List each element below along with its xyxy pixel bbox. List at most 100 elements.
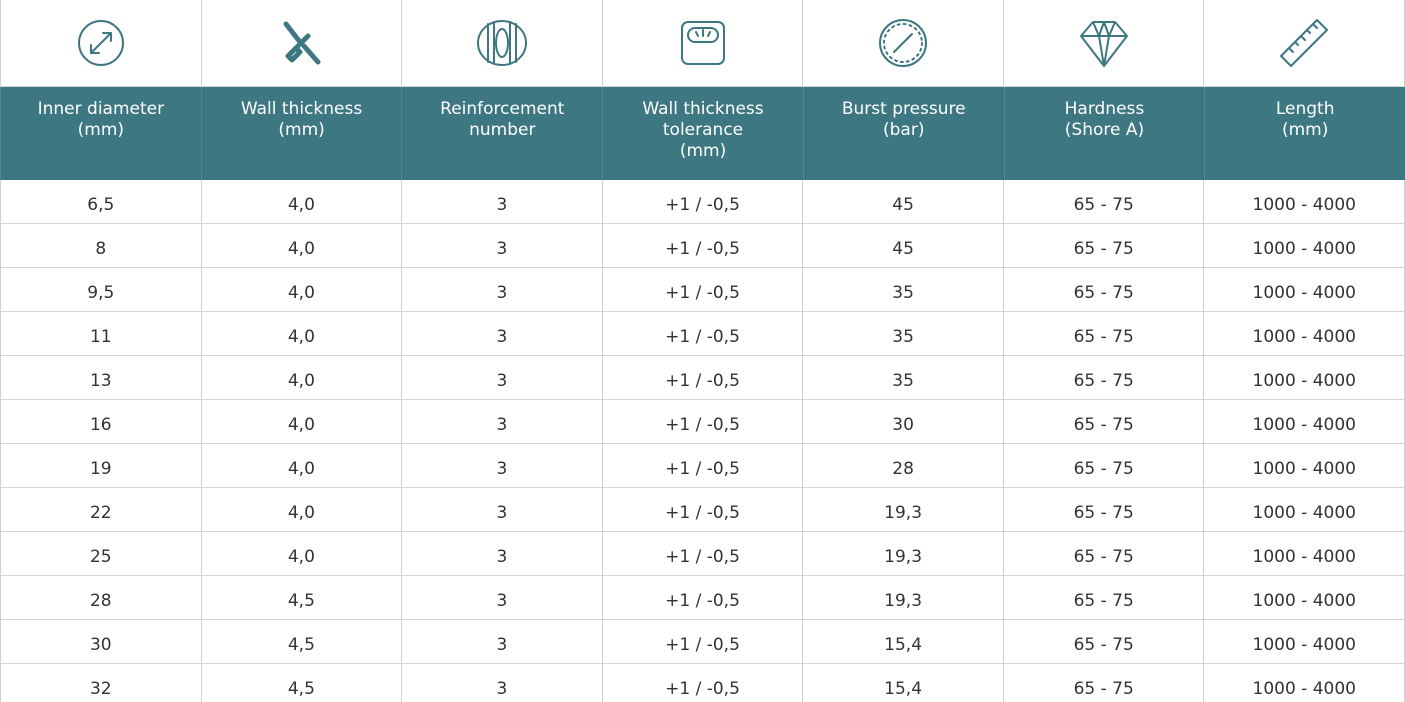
table-cell: 1000 - 4000: [1203, 532, 1405, 575]
table-cell: 1000 - 4000: [1203, 488, 1405, 531]
table-row: 28 4,5 3 +1 / -0,5 19,3 65 - 75 1000 - 4000: [0, 576, 1405, 620]
table-row: 6,5 4,0 3 +1 / -0,5 45 65 - 75 1000 - 4000: [0, 180, 1405, 224]
table-cell: 45: [802, 224, 1003, 267]
table-cell: 3: [401, 664, 602, 702]
table-cell: 35: [802, 312, 1003, 355]
table-cell: 3: [401, 268, 602, 311]
table-cell: 65 - 75: [1002, 488, 1204, 531]
header-line: Reinforcement: [440, 99, 565, 119]
diameter-icon: [0, 0, 201, 86]
table-cell: 4,5: [200, 620, 402, 663]
table-cell: 4,0: [200, 532, 402, 575]
table-cell: 1000 - 4000: [1203, 268, 1405, 311]
diamond-icon: [1002, 0, 1204, 86]
table-cell: +1 / -0,5: [601, 400, 803, 443]
header-line: Inner diameter: [37, 99, 165, 119]
table-cell: 1000 - 4000: [1203, 312, 1405, 355]
header-line: (mm): [1281, 120, 1329, 140]
table-cell: 65 - 75: [1002, 664, 1204, 702]
table-cell: 35: [802, 268, 1003, 311]
table-cell: 11: [0, 312, 201, 355]
header-line: (mm): [278, 120, 325, 140]
table-cell: 3: [401, 620, 602, 663]
header-row: Inner diameter (mm) Wall thickness (mm) Rein…: [0, 87, 1405, 180]
table-cell: +1 / -0,5: [601, 180, 803, 223]
table-cell: 1000 - 4000: [1203, 356, 1405, 399]
table-cell: 4,0: [200, 268, 402, 311]
table-cell: 1000 - 4000: [1203, 180, 1405, 223]
caliper-icon: [200, 0, 402, 86]
table-cell: 4,0: [200, 224, 402, 267]
table-cell: 3: [401, 400, 602, 443]
table-cell: 45: [802, 180, 1003, 223]
table-cell: 8: [0, 224, 201, 267]
table-cell: 65 - 75: [1002, 268, 1204, 311]
header-cell: Reinforcement number: [401, 87, 602, 180]
table-row: 8 4,0 3 +1 / -0,5 45 65 - 75 1000 - 4000: [0, 224, 1405, 268]
table-cell: 3: [401, 180, 602, 223]
header-cell: Hardness (Shore A): [1003, 87, 1205, 180]
header-line: Wall thickness: [642, 99, 764, 119]
table-cell: 4,0: [200, 180, 402, 223]
table-cell: 4,0: [200, 400, 402, 443]
table-cell: +1 / -0,5: [601, 356, 803, 399]
table-cell: 3: [401, 356, 602, 399]
table-cell: +1 / -0,5: [601, 576, 803, 619]
table-cell: 15,4: [802, 620, 1003, 663]
table-cell: 65 - 75: [1002, 224, 1204, 267]
table-cell: 15,4: [802, 664, 1003, 702]
table-cell: 4,5: [200, 664, 402, 702]
table-row: 16 4,0 3 +1 / -0,5 30 65 - 75 1000 - 4000: [0, 400, 1405, 444]
header-cell: Burst pressure (bar): [802, 87, 1004, 180]
table-cell: 3: [401, 224, 602, 267]
header-line: Length: [1275, 99, 1335, 119]
table-cell: 28: [0, 576, 201, 619]
table-row: 11 4,0 3 +1 / -0,5 35 65 - 75 1000 - 4000: [0, 312, 1405, 356]
table-row: 25 4,0 3 +1 / -0,5 19,3 65 - 75 1000 - 4000: [0, 532, 1405, 576]
table-cell: 16: [0, 400, 201, 443]
table-cell: +1 / -0,5: [601, 268, 803, 311]
table-cell: 13: [0, 356, 201, 399]
ruler-icon: [1203, 0, 1405, 86]
table-cell: 1000 - 4000: [1203, 444, 1405, 487]
table-cell: +1 / -0,5: [601, 224, 803, 267]
table-cell: +1 / -0,5: [601, 620, 803, 663]
table-cell: 22: [0, 488, 201, 531]
header-cell: Inner diameter (mm): [0, 87, 201, 180]
header-line: tolerance: [662, 120, 744, 140]
table-cell: 65 - 75: [1002, 444, 1204, 487]
table-cell: 9,5: [0, 268, 201, 311]
table-cell: 1000 - 4000: [1203, 224, 1405, 267]
header-line: (mm): [77, 120, 125, 140]
header-line: (mm): [679, 141, 727, 161]
table-cell: 65 - 75: [1002, 180, 1204, 223]
header-cell: Wall thickness (mm): [200, 87, 402, 180]
table-cell: 28: [802, 444, 1003, 487]
table-row: 9,5 4,0 3 +1 / -0,5 35 65 - 75 1000 - 4000: [0, 268, 1405, 312]
table-cell: 35: [802, 356, 1003, 399]
table-cell: 32: [0, 664, 201, 702]
table-body: 6,5 4,0 3 +1 / -0,5 45 65 - 75 1000 - 4000 8 4,0…: [0, 180, 1405, 702]
table-row: 32 4,5 3 +1 / -0,5 15,4 65 - 75 1000 - 4000: [0, 664, 1405, 702]
table-cell: 6,5: [0, 180, 201, 223]
table-cell: 19,3: [802, 576, 1003, 619]
table-cell: 65 - 75: [1002, 576, 1204, 619]
header-cell: Length (mm): [1204, 87, 1405, 180]
table-cell: 19: [0, 444, 201, 487]
table-cell: 30: [802, 400, 1003, 443]
table-cell: 3: [401, 488, 602, 531]
table-cell: 1000 - 4000: [1203, 576, 1405, 619]
table-row: 30 4,5 3 +1 / -0,5 15,4 65 - 75 1000 - 4000: [0, 620, 1405, 664]
header-line: (Shore A): [1064, 120, 1145, 140]
header-line: Burst pressure: [841, 99, 966, 119]
table-cell: 3: [401, 532, 602, 575]
table-cell: 3: [401, 312, 602, 355]
scale-icon: [601, 0, 803, 86]
table-cell: +1 / -0,5: [601, 532, 803, 575]
table-row: 22 4,0 3 +1 / -0,5 19,3 65 - 75 1000 - 4000: [0, 488, 1405, 532]
table-cell: 25: [0, 532, 201, 575]
table-cell: 65 - 75: [1002, 356, 1204, 399]
header-line: (bar): [883, 120, 925, 140]
header-line: number: [469, 120, 536, 140]
table-cell: +1 / -0,5: [601, 444, 803, 487]
